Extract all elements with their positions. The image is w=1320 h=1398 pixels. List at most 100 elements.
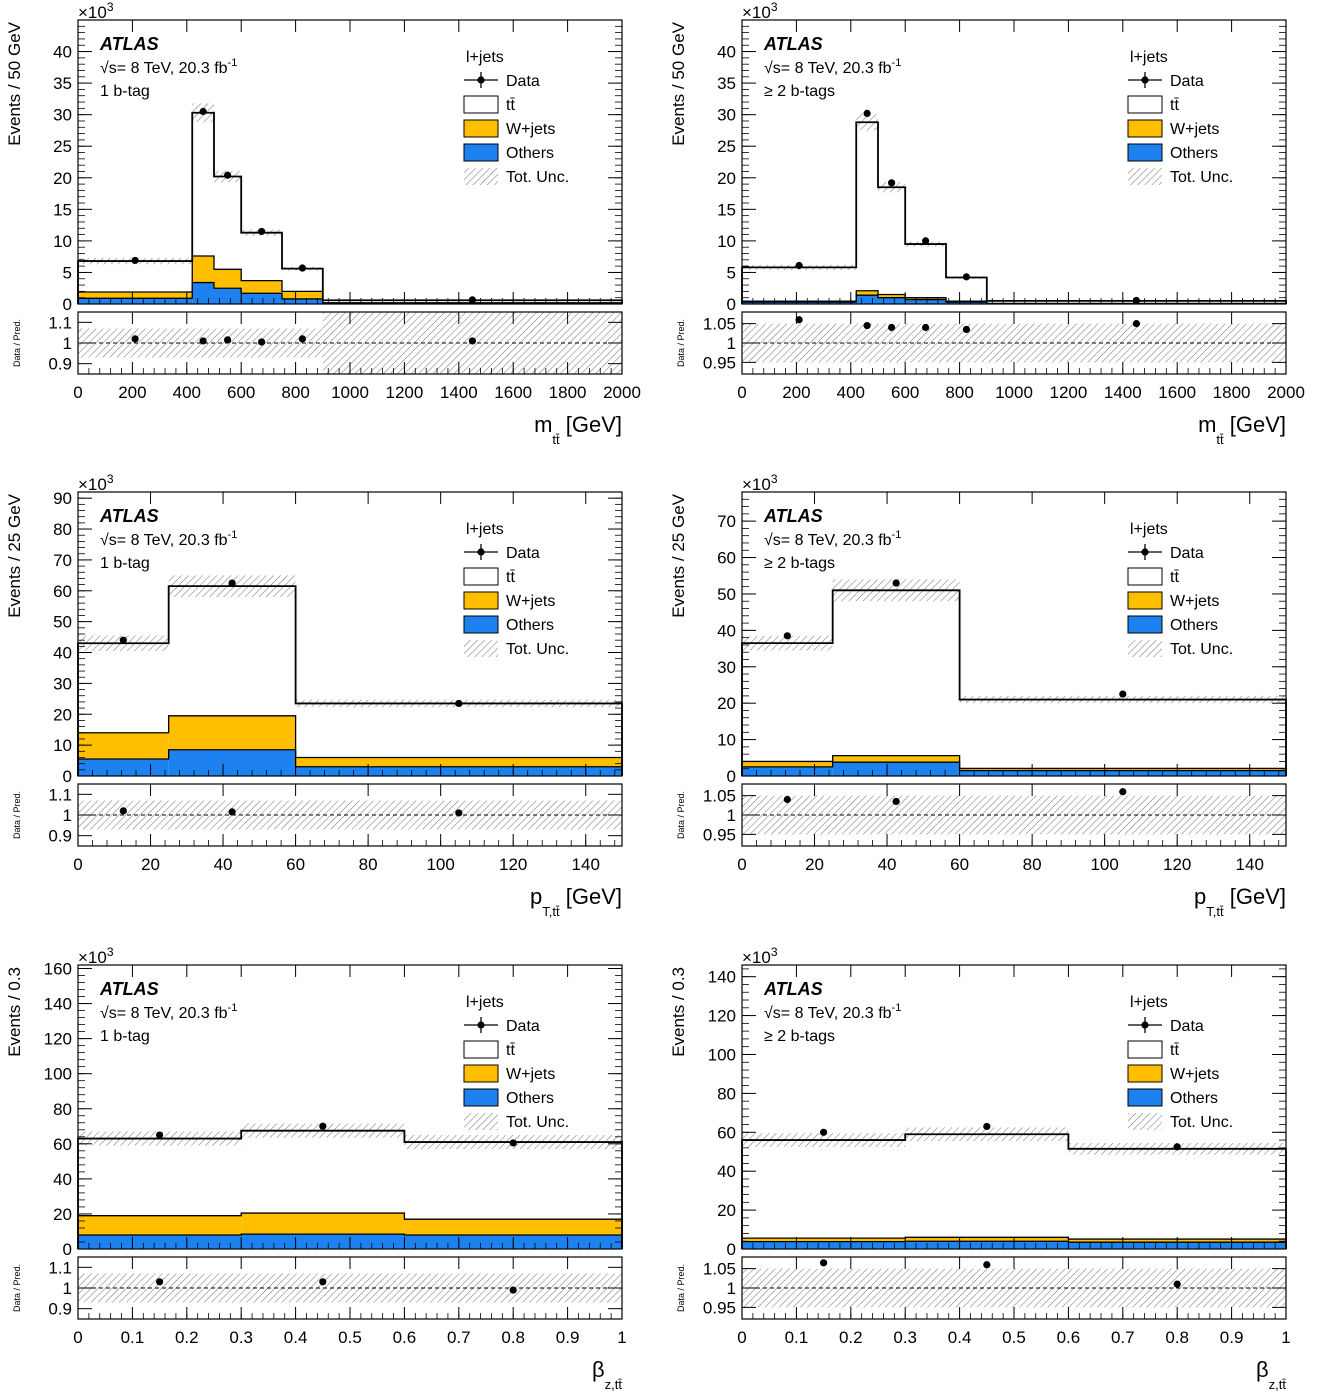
x-tick-label: 100 [1090,855,1118,874]
btag-label: ≥ 2 b-tags [764,555,835,572]
y-tick-label: 40 [53,43,72,62]
legend-others-swatch [463,1088,499,1107]
plot-frame [741,491,1287,777]
legend-label: Tot. Unc. [1170,641,1233,658]
ttbar-bar [78,261,193,293]
ratio-y-axis-label: Data / Pred. [12,1264,22,1312]
x-tick-label: 0.5 [338,1328,362,1347]
data-point [509,1139,517,1147]
y-tick-label: 140 [44,995,72,1014]
others-bar [742,302,857,304]
x-tick-label: 120 [1163,855,1191,874]
others-bar [78,298,193,304]
ratio-y-tick-label: 1.05 [703,315,736,334]
others-bar [282,298,323,304]
x-tick-label: 1000 [995,383,1033,402]
x-tick-label: 60 [950,855,969,874]
others-outline [741,1240,1287,1249]
exponent-label: ×103 [742,472,778,494]
y-tick-label: 90 [53,489,72,508]
wjets-outline [77,1212,623,1249]
legend-label: tt̄ [506,1042,515,1059]
ttbar-bar [1068,1148,1286,1240]
legend-others-swatch [1127,615,1163,634]
legend-ttbar-swatch [1127,567,1163,586]
legend-wjets-swatch [1127,1064,1163,1083]
ratio-y-axis-label: Data / Pred. [12,791,22,839]
y-tick-label: 20 [717,1201,736,1220]
legend-unc-swatch [1128,640,1162,657]
legend-label: Others [1170,617,1218,634]
ratio-point [820,1259,828,1267]
ratio-point [509,1286,517,1294]
y-tick-label: 35 [53,74,72,93]
legend-unc-swatch [464,640,498,657]
x-axis-label: βz,tt̄ [1256,1357,1286,1392]
wjets-bar [78,292,193,299]
y-tick-label: 50 [53,613,72,632]
y-tick-label: 80 [53,1100,72,1119]
x-axis-label-sub: T,tt̄ [1206,904,1224,919]
atlas-label: ATLAS [99,979,159,999]
x-axis-label-sub: z,tt̄ [1269,1377,1287,1392]
y-tick-label: 35 [717,74,736,93]
others-bar [214,288,242,304]
others-bar [742,766,833,776]
legend-ttbar-swatch [463,95,499,114]
atlas-label: ATLAS [763,506,823,526]
plot-area [742,20,1286,304]
legend-label: Tot. Unc. [506,1114,569,1131]
legend-others-swatch [1127,143,1163,162]
ttbar-bar [946,277,987,302]
data-point [983,1122,991,1131]
others-bar [241,293,282,304]
total-outline [741,589,1287,776]
ttbar-bar [878,187,906,295]
x-tick-label: 140 [1236,855,1264,874]
y-tick-label: 140 [708,968,736,987]
ratio-y-tick-label: 0.95 [703,1298,736,1317]
ratio-point [119,807,127,815]
wjets-bar [78,732,169,760]
ratio-point [455,809,463,817]
ratio-point [199,337,207,345]
others-bar [78,759,169,776]
y-tick-label: 5 [63,263,72,282]
energy-sup: -1 [892,529,902,541]
y-tick-label: 60 [717,1123,736,1142]
ratio-point [922,323,930,332]
legend-ttbar-swatch [463,1040,499,1059]
x-axis-label: pT,tt̄ [GeV] [1194,884,1286,919]
x-axis-label-main: p [530,884,542,909]
legend-label: W+jets [1170,1066,1219,1083]
legend-label: W+jets [506,1066,555,1083]
legend-label: tt̄ [1170,569,1179,586]
x-tick-label: 40 [214,855,233,874]
chart-panel-6: 0 20 40 60 80 100 120 140 ×103 Events / 0.3 ATLAS √… [669,945,1291,1392]
energy-label: √s= 8 TeV, 20.3 fb-1 [764,1002,901,1022]
wjets-bar [404,1219,622,1235]
x-tick-label: 800 [945,383,973,402]
y-tick-label: 20 [53,705,72,724]
x-axis-label-sub: tt̄ [1216,432,1224,447]
data-point [468,296,476,304]
ratio-y-axis-label: Data / Pred. [676,791,686,839]
total-outline [77,111,623,304]
wjets-outline [741,754,1287,776]
ratio-point [298,335,306,343]
exponent-label: ×103 [78,945,114,967]
legend-label: Others [1170,145,1218,162]
ttbar-bar [241,232,282,281]
data-point [228,579,236,587]
ttbar-bar [168,586,296,716]
legend-channel: l+jets [1130,49,1168,66]
legend-wjets-swatch [1127,119,1163,138]
ratio-unc-band [856,323,878,363]
x-axis-label-unit: [GeV] [1224,412,1286,437]
y-tick-label: 30 [717,658,736,677]
y-axis-label: Events / 0.3 [669,967,688,1057]
wjets-bar [241,280,282,294]
x-tick-label: 1800 [549,383,587,402]
x-tick-label: 0 [737,1328,746,1347]
